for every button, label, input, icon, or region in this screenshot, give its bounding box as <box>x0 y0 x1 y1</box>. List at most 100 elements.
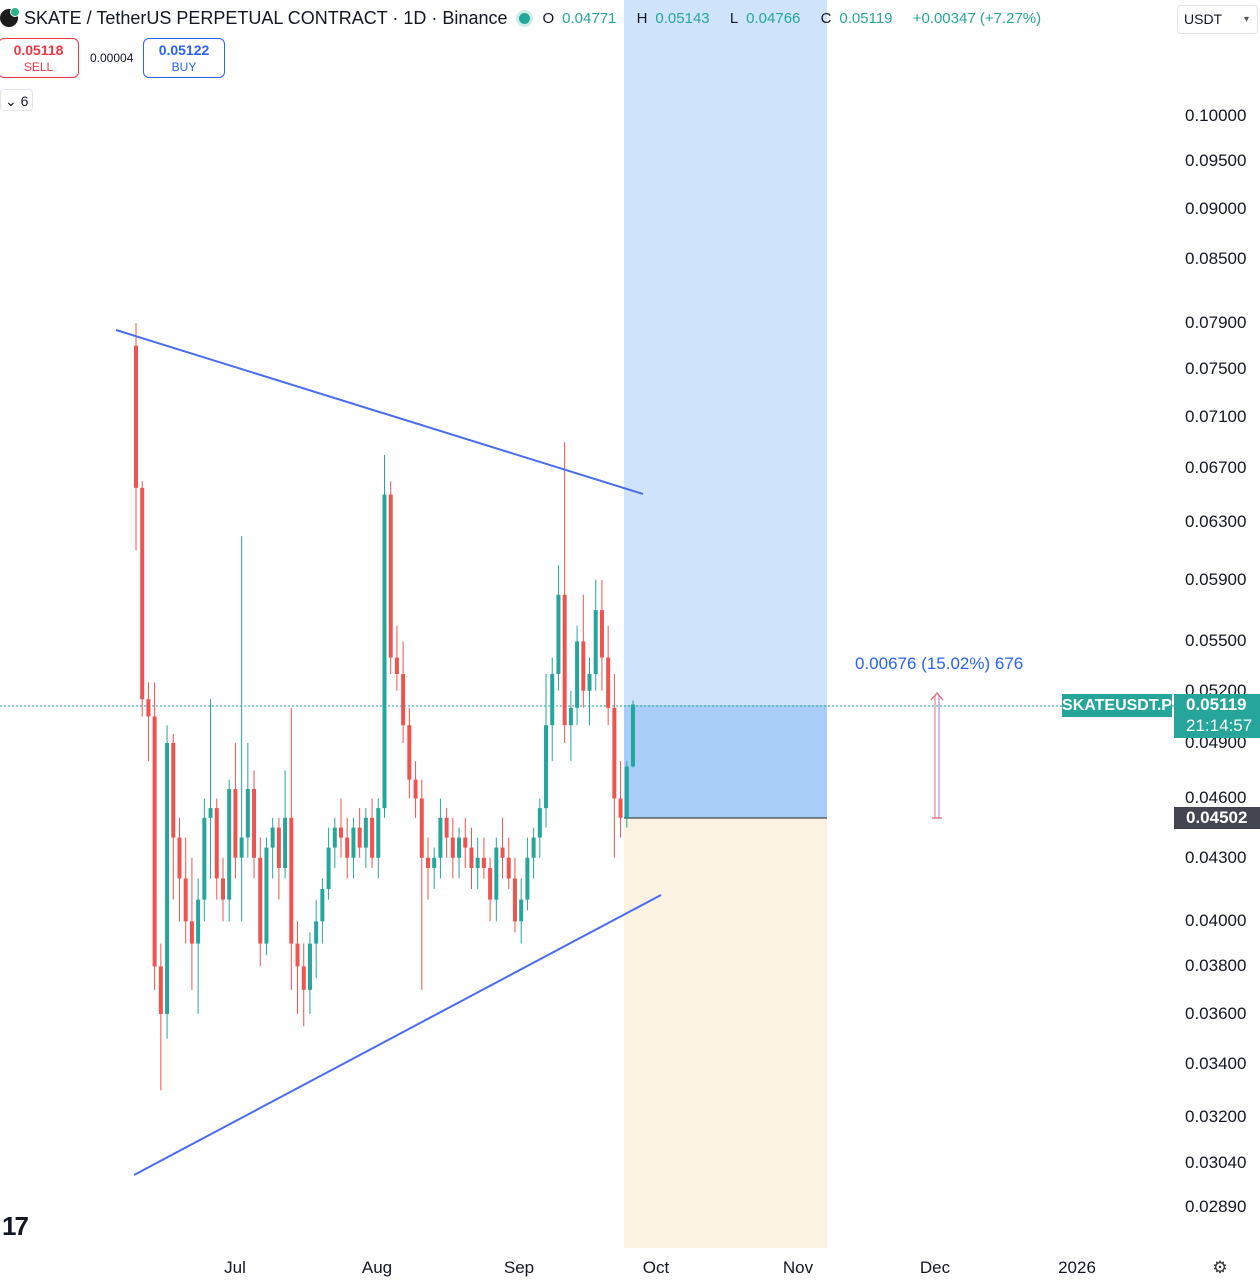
candle[interactable] <box>183 837 188 944</box>
candle[interactable] <box>245 742 250 858</box>
candle[interactable] <box>550 657 555 762</box>
candle[interactable] <box>270 817 275 879</box>
candle[interactable] <box>413 761 418 818</box>
candle[interactable] <box>258 837 263 967</box>
candle[interactable] <box>214 798 219 900</box>
indicators-toggle[interactable]: ⌄ 6 <box>0 89 33 111</box>
candle[interactable] <box>388 481 393 674</box>
candle[interactable] <box>512 857 517 933</box>
price-tick-label: 0.03200 <box>1185 1107 1247 1127</box>
candle[interactable] <box>339 798 344 858</box>
candle[interactable] <box>345 817 350 879</box>
candle[interactable] <box>419 779 424 990</box>
candle[interactable] <box>444 808 449 858</box>
candle[interactable] <box>587 657 592 726</box>
candle[interactable] <box>618 761 623 838</box>
candle[interactable] <box>469 827 474 889</box>
candle[interactable] <box>171 734 176 900</box>
candle[interactable] <box>134 323 138 551</box>
candle[interactable] <box>351 817 356 879</box>
candle[interactable] <box>220 857 225 922</box>
candle[interactable] <box>233 742 238 879</box>
candle-body <box>500 847 505 858</box>
candle[interactable] <box>599 579 604 691</box>
candle[interactable] <box>544 673 549 828</box>
candle[interactable] <box>519 878 524 944</box>
candle[interactable] <box>239 536 244 922</box>
candle[interactable] <box>581 594 586 708</box>
candle[interactable] <box>320 878 325 944</box>
candle[interactable] <box>624 761 629 828</box>
candle[interactable] <box>276 817 281 900</box>
time-tick-label: Jul <box>224 1258 246 1277</box>
candle[interactable] <box>165 725 170 1039</box>
candle[interactable] <box>438 798 443 879</box>
candle[interactable] <box>407 707 412 799</box>
candle[interactable] <box>208 699 213 879</box>
candle[interactable] <box>612 673 617 858</box>
candle[interactable] <box>463 817 468 869</box>
candle[interactable] <box>227 779 232 922</box>
candle[interactable] <box>494 837 499 922</box>
candle[interactable] <box>376 798 381 879</box>
candle[interactable] <box>450 817 455 879</box>
candle[interactable] <box>289 707 294 990</box>
candle[interactable] <box>500 817 505 879</box>
candle[interactable] <box>264 837 269 955</box>
candle[interactable] <box>425 837 430 900</box>
chart-header: SKATE / TetherUS PERPETUAL CONTRACT · 1D… <box>0 6 1049 30</box>
resistance-trendline[interactable] <box>115 329 644 495</box>
candle[interactable] <box>575 625 580 726</box>
candle[interactable] <box>457 827 462 879</box>
candle[interactable] <box>196 878 201 1014</box>
candle[interactable] <box>370 798 375 869</box>
candle[interactable] <box>531 827 536 879</box>
candle[interactable] <box>140 481 145 717</box>
candle[interactable] <box>152 682 157 990</box>
candle[interactable] <box>556 564 561 691</box>
stop-loss-zone[interactable] <box>624 818 827 1248</box>
candle[interactable] <box>401 641 406 743</box>
measure-arrow[interactable] <box>930 692 944 819</box>
candle[interactable] <box>363 808 368 869</box>
settings-icon[interactable]: ⚙ <box>1212 1258 1228 1277</box>
candles-group <box>134 323 635 1091</box>
candle[interactable] <box>202 798 207 922</box>
buy-button[interactable]: 0.05122 BUY <box>143 38 225 78</box>
candle[interactable] <box>481 837 486 879</box>
candle[interactable] <box>357 808 362 858</box>
entry-zone[interactable] <box>624 705 827 818</box>
candle[interactable] <box>382 454 387 818</box>
candle[interactable] <box>506 837 511 889</box>
candle[interactable] <box>394 625 399 691</box>
candle[interactable] <box>177 817 182 922</box>
candle[interactable] <box>593 579 598 691</box>
support-trendline[interactable] <box>133 894 662 1176</box>
candle[interactable] <box>252 770 257 879</box>
candle[interactable] <box>562 442 567 743</box>
candle[interactable] <box>488 857 493 922</box>
candle[interactable] <box>537 798 542 858</box>
candle[interactable] <box>568 690 573 762</box>
candle[interactable] <box>332 817 337 869</box>
candle[interactable] <box>301 943 306 1027</box>
tradingview-logo-icon[interactable]: 17 <box>2 1211 29 1241</box>
candle[interactable] <box>432 847 437 889</box>
candle[interactable] <box>295 921 300 1014</box>
candle[interactable] <box>283 770 288 879</box>
currency-select[interactable]: USDT ▾ <box>1177 5 1258 34</box>
sell-button[interactable]: 0.05118 SELL <box>0 38 79 78</box>
candle[interactable] <box>475 837 480 889</box>
candle[interactable] <box>606 625 611 726</box>
candle[interactable] <box>525 837 530 911</box>
candle[interactable] <box>631 700 635 768</box>
candle[interactable] <box>146 682 151 762</box>
symbol-title[interactable]: SKATE / TetherUS PERPETUAL CONTRACT · 1D… <box>24 7 508 28</box>
candle[interactable] <box>307 932 312 1014</box>
candle[interactable] <box>326 827 331 900</box>
candle[interactable] <box>314 899 319 979</box>
profit-zone[interactable] <box>624 0 827 705</box>
candle[interactable] <box>189 857 194 990</box>
candle[interactable] <box>158 943 163 1091</box>
